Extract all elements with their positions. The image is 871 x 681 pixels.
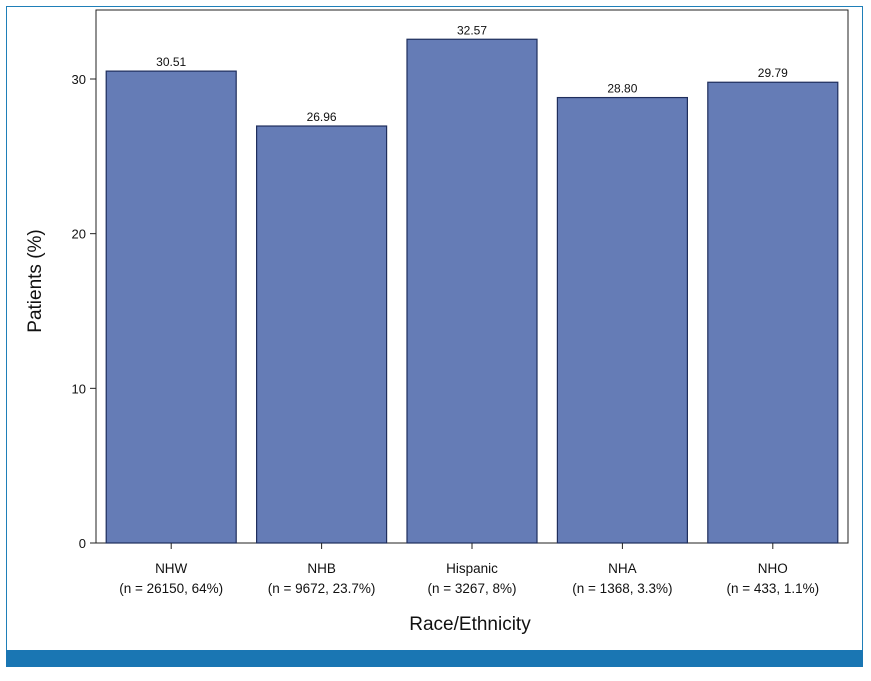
bar-nhb [256, 125, 388, 544]
y-tick-label: 10 [72, 381, 86, 396]
x-tick-sublabel: (n = 3267, 8%) [428, 581, 517, 596]
bar-nhw [105, 70, 237, 544]
x-tick-label: Hispanic [446, 561, 498, 576]
x-tick-sublabel: (n = 9672, 23.7%) [268, 581, 376, 596]
bars: 30.51 26.96 32.57 28.80 29.79 [105, 23, 839, 544]
bar-hispanic [406, 38, 538, 544]
data-label: 26.96 [307, 110, 337, 124]
y-tick-label: 30 [72, 72, 86, 87]
data-label: 32.57 [457, 23, 487, 37]
footer-bar [6, 650, 863, 667]
x-axis-title: Race/Ethnicity [409, 614, 531, 635]
x-tick-label: NHA [608, 561, 637, 576]
y-tick-label: 0 [79, 536, 86, 551]
data-label: 30.51 [156, 55, 186, 69]
x-tick-label: NHB [307, 561, 336, 576]
x-tick-label: NHO [758, 561, 788, 576]
y-axis-title: Patients (%) [25, 229, 46, 332]
y-axis: 0 10 20 30 [72, 72, 96, 551]
y-tick-label: 20 [72, 227, 86, 242]
bar-nha [556, 96, 689, 544]
x-tick-sublabel: (n = 26150, 64%) [119, 581, 223, 596]
x-axis: NHW (n = 26150, 64%) NHB (n = 9672, 23.7%) H… [119, 543, 819, 596]
data-label: 29.79 [758, 66, 788, 80]
data-label: 28.80 [607, 82, 637, 96]
bar-nho [707, 81, 839, 544]
x-tick-sublabel: (n = 1368, 3.3%) [572, 581, 672, 596]
x-tick-label: NHW [155, 561, 187, 576]
x-tick-sublabel: (n = 433, 1.1%) [726, 581, 819, 596]
